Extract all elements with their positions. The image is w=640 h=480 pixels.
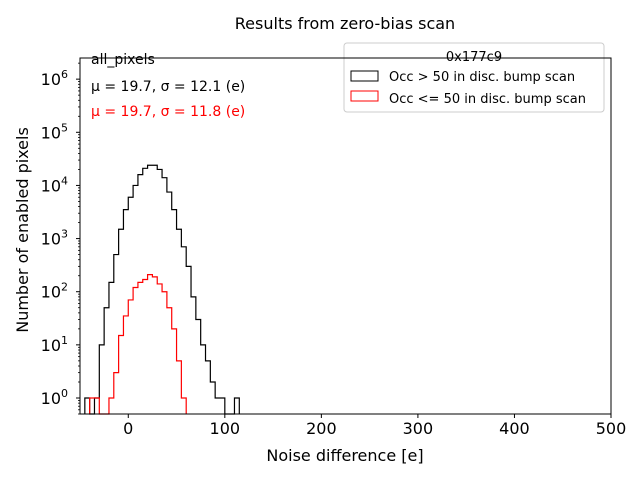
legend-frame — [343, 42, 605, 113]
x-tick-label: 100 — [210, 419, 241, 438]
histogram-bin — [210, 382, 215, 414]
y-tick-label: 102 — [41, 281, 68, 302]
histogram-bin — [148, 275, 153, 414]
histogram-bin — [119, 336, 124, 414]
plot-frame — [79, 57, 612, 415]
legend: 0x177c9 Occ > 50 in disc. bump scan Occ … — [343, 42, 605, 113]
histogram-bin — [186, 266, 191, 414]
plot-series — [84, 164, 240, 415]
histogram-bin — [114, 255, 119, 414]
y-tick-label: 106 — [41, 68, 68, 89]
histogram-bin — [152, 277, 157, 414]
histogram-bin — [133, 288, 138, 414]
y-tick-label: 100 — [41, 387, 68, 408]
histogram-bin — [162, 178, 167, 414]
histogram-bin — [123, 316, 128, 414]
histogram-bin — [109, 282, 114, 414]
y-axis-label: Number of enabled pixels — [13, 127, 32, 333]
legend-entry-black: Occ > 50 in disc. bump scan — [389, 70, 575, 85]
legend-entry-red: Occ <= 50 in disc. bump scan — [389, 92, 586, 107]
histogram-bin — [215, 398, 220, 414]
histogram-bin — [157, 284, 162, 414]
histogram-bin — [104, 308, 109, 414]
stats-black: μ = 19.7, σ = 12.1 (e) — [91, 79, 245, 95]
histogram-bin — [177, 229, 182, 414]
histogram-bin — [152, 165, 157, 414]
histogram-bin — [191, 297, 196, 414]
histogram-bin — [172, 210, 177, 414]
histogram-bin — [99, 345, 104, 414]
histogram-bin — [167, 192, 172, 414]
x-tick-label: 500 — [596, 419, 627, 438]
x-axis-label: Noise difference [e] — [266, 446, 423, 465]
y-tick-label: 104 — [41, 174, 68, 195]
histogram-bin — [94, 398, 99, 414]
histogram-bin — [138, 175, 143, 414]
x-tick-label: 0 — [123, 419, 133, 438]
x-tick-label: 400 — [499, 419, 530, 438]
histogram-bin — [133, 185, 138, 414]
histogram-bin — [123, 210, 128, 414]
histogram-bin — [94, 398, 99, 414]
histogram-bin — [196, 320, 201, 414]
histogram-outline — [84, 164, 240, 415]
histogram-bin — [90, 398, 95, 414]
histogram-bin — [148, 165, 153, 414]
histogram-bin — [177, 361, 182, 414]
chart-title: Results from zero-bias scan — [235, 14, 455, 33]
legend-swatch-red — [350, 90, 379, 102]
series-red — [89, 273, 187, 415]
histogram-bin — [181, 398, 186, 414]
group-label: all_pixels — [91, 52, 155, 68]
legend-swatch-black — [350, 70, 379, 82]
x-tick-label: 200 — [306, 419, 337, 438]
histogram-bin — [220, 398, 225, 414]
histogram-bin — [201, 345, 206, 414]
histogram-bin — [128, 197, 133, 414]
histogram-bin — [143, 168, 148, 414]
histogram-bin — [162, 292, 167, 414]
x-axis-ticks: 0 100 200 300 400 500 — [123, 414, 626, 438]
histogram-bin — [109, 398, 114, 414]
histogram-bin — [119, 229, 124, 414]
stats-red: μ = 19.7, σ = 11.8 (e) — [91, 104, 245, 120]
histogram-bin — [128, 300, 133, 414]
histogram-bin — [234, 398, 239, 414]
histogram-bin — [114, 373, 119, 414]
histogram-bin — [85, 398, 90, 414]
histogram-outline — [89, 273, 187, 415]
series-black — [84, 164, 240, 415]
y-axis-ticks: 100 101 102 103 104 105 106 — [41, 62, 80, 415]
histogram-bin — [181, 247, 186, 414]
y-tick-label: 101 — [41, 334, 68, 355]
histogram-bin — [172, 329, 177, 414]
histogram-bin — [206, 361, 211, 414]
y-tick-label: 103 — [41, 228, 68, 249]
histogram-bin — [167, 308, 172, 414]
y-tick-label: 105 — [41, 121, 68, 142]
x-tick-label: 300 — [403, 419, 434, 438]
histogram-bin — [143, 279, 148, 414]
histogram-bin — [138, 282, 143, 414]
histogram-bin — [157, 169, 162, 414]
